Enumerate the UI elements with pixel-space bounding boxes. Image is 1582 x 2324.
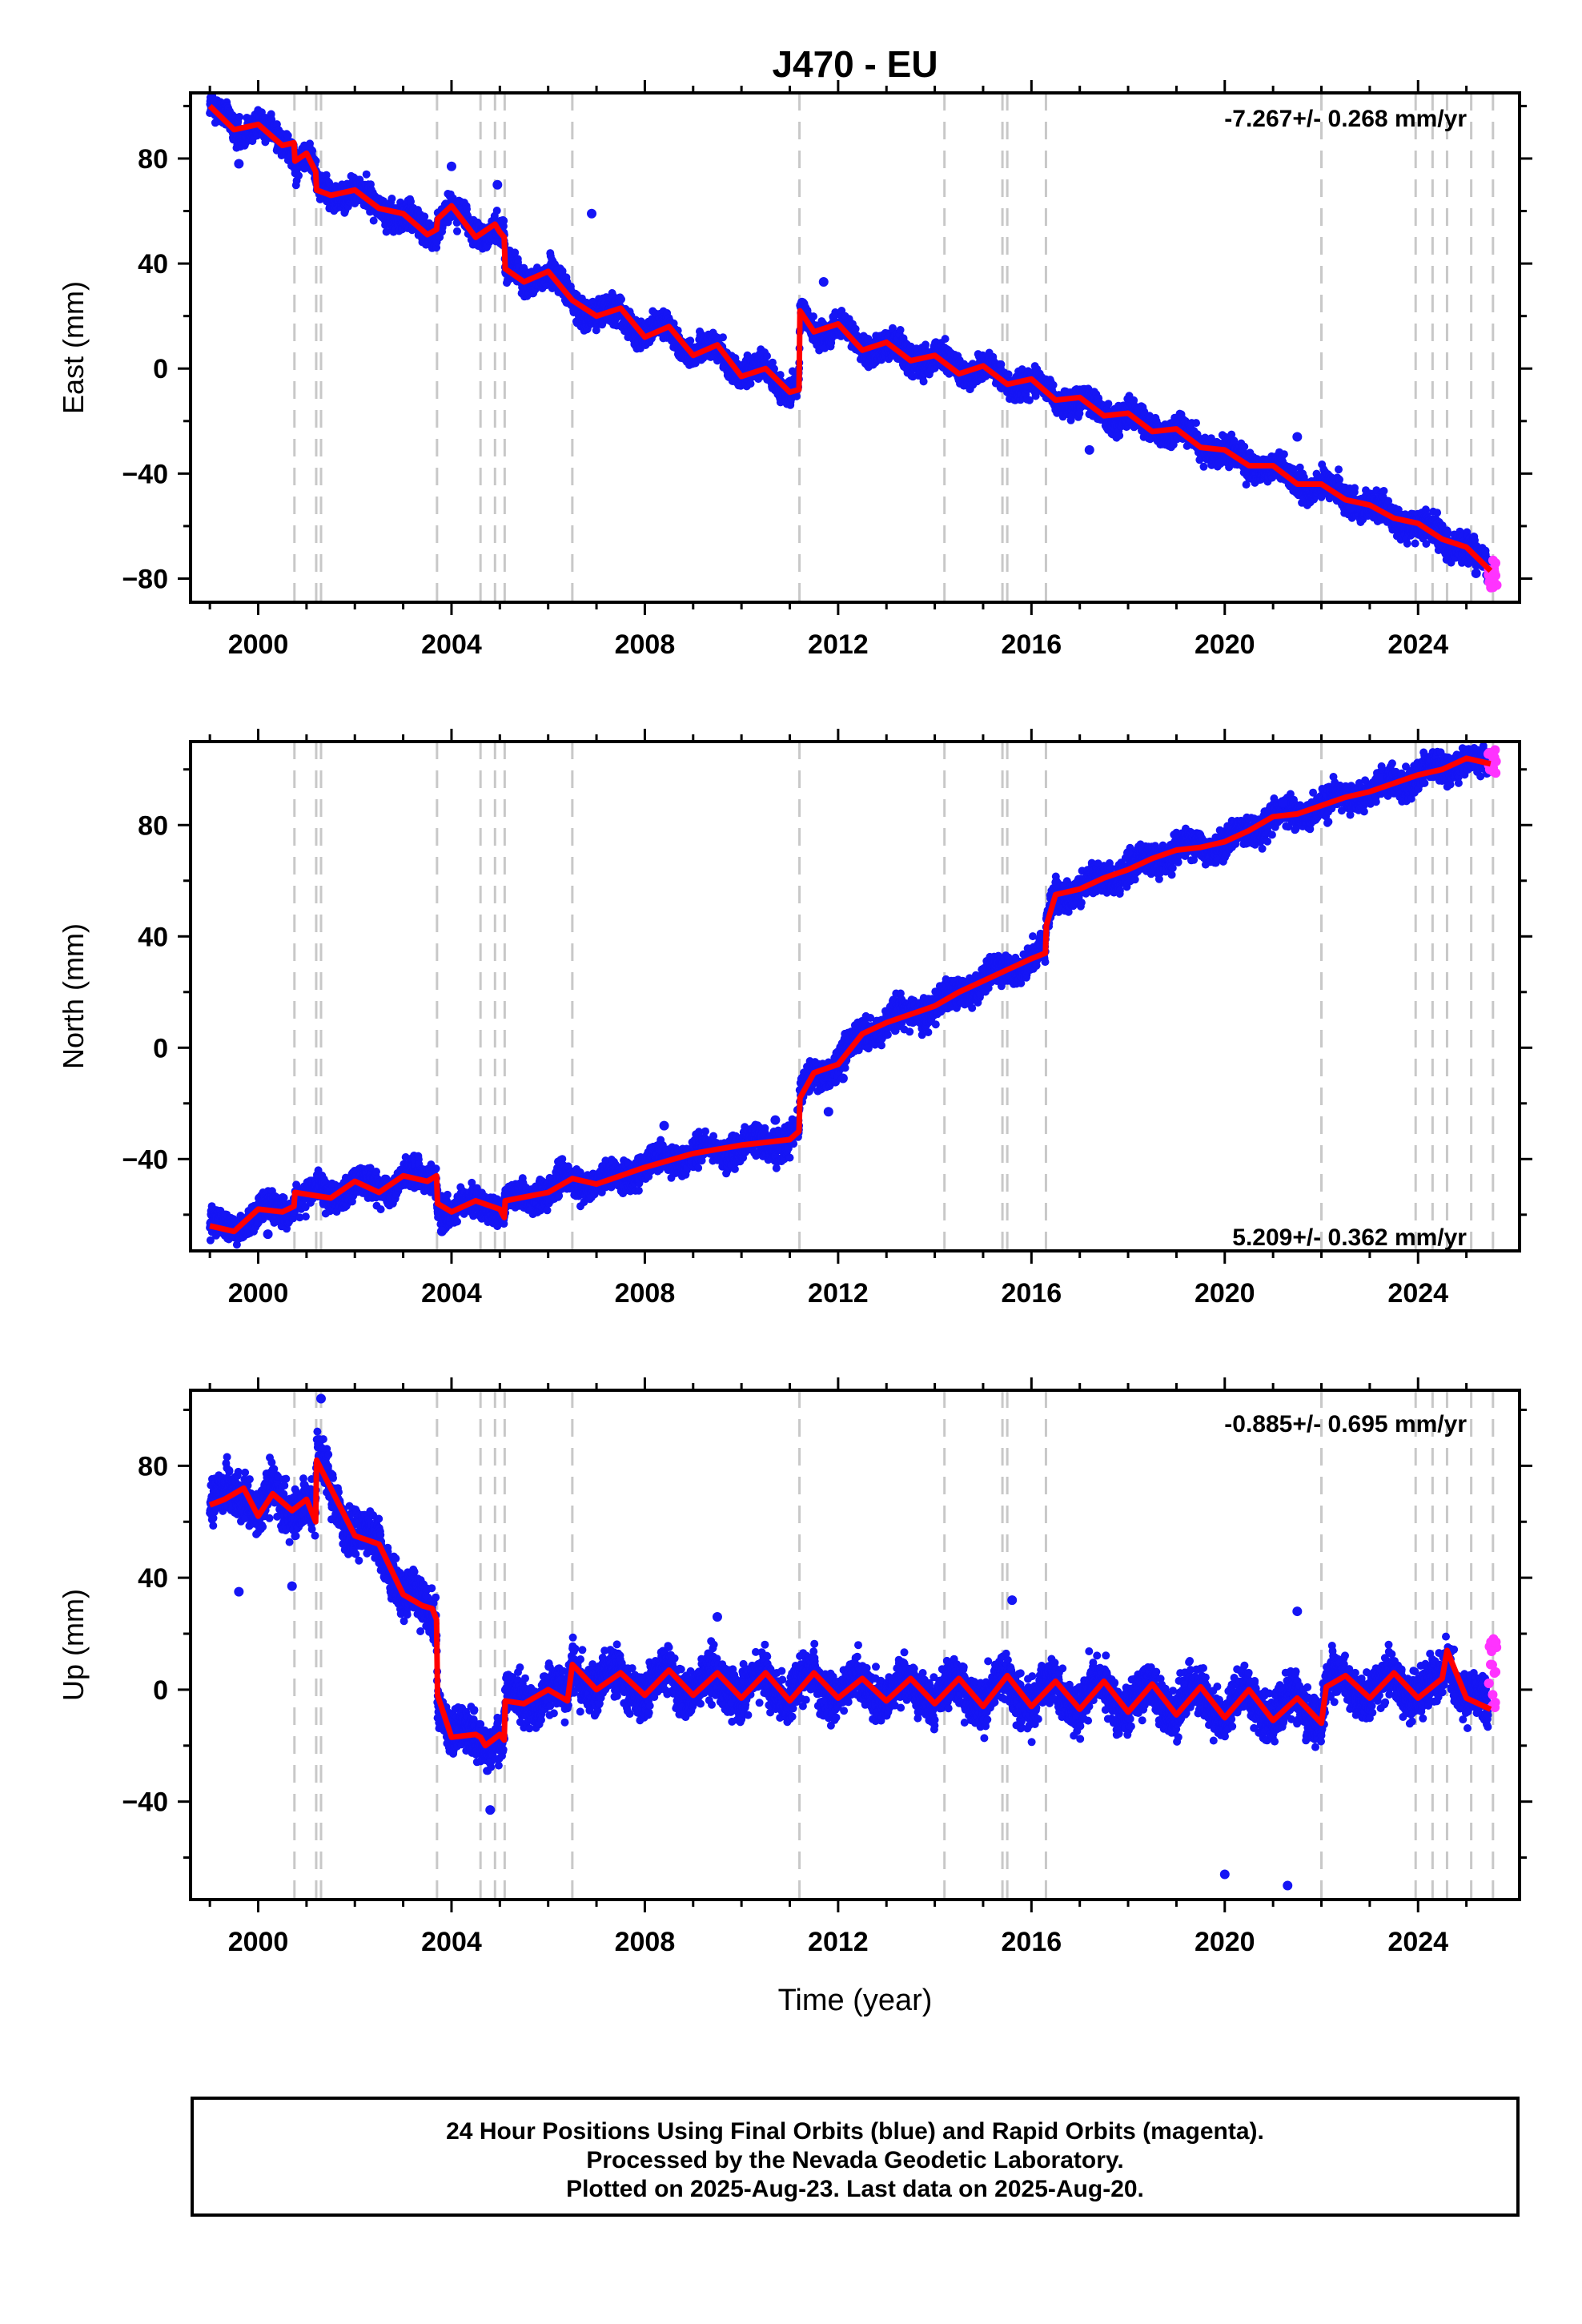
- panel-east: -7.267+/- 0.268 mm/yr 2000 2004 2008 2012 20…: [57, 80, 1532, 660]
- data-point: [362, 170, 371, 179]
- data-point: [500, 216, 508, 225]
- data-point: [921, 340, 930, 349]
- data-point: [407, 197, 415, 206]
- data-point: [1025, 396, 1034, 404]
- data-point: [763, 352, 771, 360]
- data-point: [369, 216, 378, 225]
- data-point: [770, 364, 778, 373]
- data-point: [831, 311, 840, 320]
- data-point: [283, 131, 292, 140]
- data-point: [997, 360, 1006, 368]
- data-point: [453, 227, 461, 235]
- data-point: [1004, 370, 1013, 379]
- data-point: [776, 371, 785, 380]
- data-point: [1018, 365, 1026, 374]
- data-point: [295, 171, 303, 180]
- data-point: [387, 195, 396, 203]
- data-point: [382, 227, 391, 236]
- data-point: [1115, 431, 1124, 440]
- data-point: [919, 377, 928, 386]
- data-point: [864, 335, 873, 344]
- data-point: [719, 333, 727, 342]
- data-point: [1049, 380, 1058, 389]
- data-point: [769, 358, 777, 367]
- data-point: [686, 336, 695, 345]
- chart-title: J470 - EU: [772, 43, 938, 85]
- data-point: [788, 367, 797, 376]
- data-point: [746, 380, 755, 388]
- plot-area-east: [206, 93, 1502, 602]
- data-point: [420, 212, 429, 221]
- data-point: [492, 207, 501, 215]
- data-point: [235, 113, 244, 121]
- data-point: [511, 248, 520, 257]
- data-point: [809, 312, 817, 321]
- data-point: [851, 324, 860, 333]
- data-point: [896, 326, 905, 334]
- data-point: [793, 392, 801, 400]
- data-point: [941, 335, 950, 344]
- data-point: [463, 205, 471, 213]
- data-point: [617, 295, 625, 304]
- data-point: [308, 147, 317, 155]
- data-point: [1104, 400, 1113, 408]
